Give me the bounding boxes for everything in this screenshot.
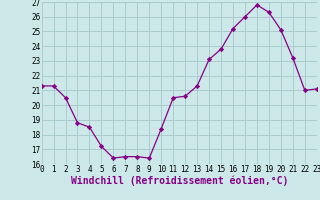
X-axis label: Windchill (Refroidissement éolien,°C): Windchill (Refroidissement éolien,°C) <box>70 176 288 186</box>
